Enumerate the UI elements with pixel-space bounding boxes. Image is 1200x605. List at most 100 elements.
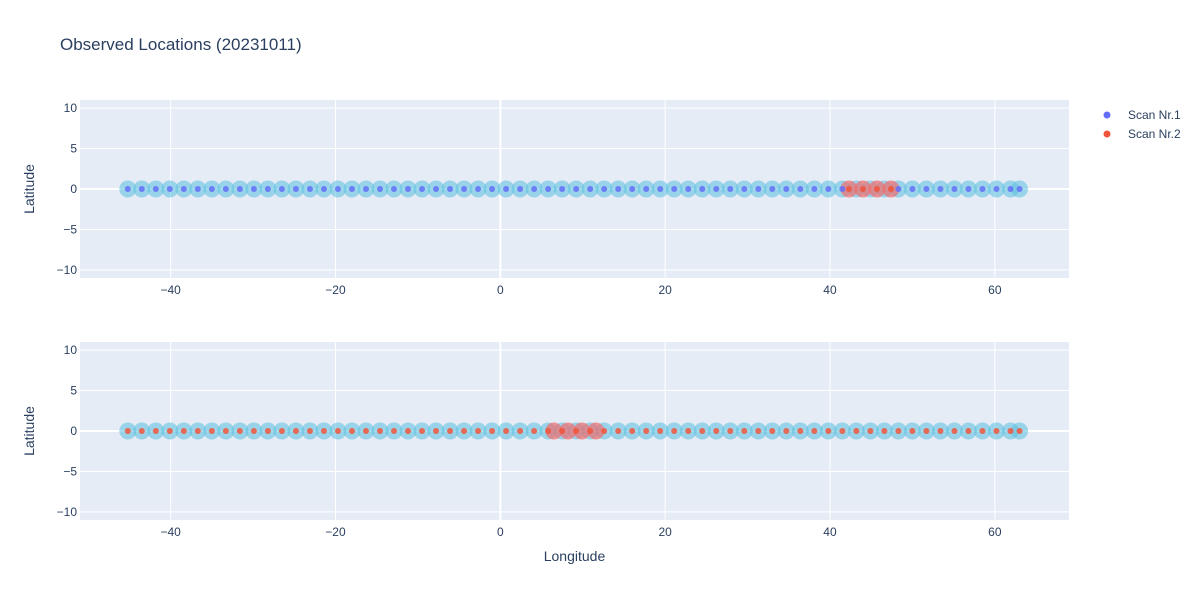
data-point-scan-nr-2	[895, 428, 902, 434]
legend-marker-icon	[1103, 130, 1111, 138]
data-point-scan-nr-1	[811, 186, 818, 192]
data-point-scan-nr-1	[292, 186, 299, 192]
data-point-scan-nr-2	[699, 428, 706, 434]
data-point-scan-nr-2	[937, 428, 944, 434]
legend-label: Scan Nr.1	[1128, 108, 1181, 122]
data-point-scan-nr-2	[419, 428, 426, 434]
legend-item[interactable]: Scan Nr.1	[1103, 108, 1182, 122]
data-point-scan-nr-2	[208, 428, 215, 434]
data-point-scan-nr-2	[629, 428, 636, 434]
x-tick-label: 60	[988, 283, 1002, 297]
data-point-scan-nr-1	[545, 186, 552, 192]
data-point-scan-nr-1	[503, 186, 510, 192]
data-point-scan-nr-1	[573, 186, 580, 192]
data-point-scan-nr-2	[853, 428, 860, 434]
data-point-scan-nr-1	[419, 186, 426, 192]
data-point-scan-nr-1	[587, 186, 594, 192]
data-point-scan-nr-2	[334, 428, 341, 434]
data-point-scan-nr-2	[152, 428, 159, 434]
data-point-scan-nr-2	[250, 428, 257, 434]
x-tick-label: 40	[823, 525, 837, 539]
y-tick-label: 0	[70, 182, 77, 196]
x-tick-label: 0	[497, 283, 504, 297]
data-point-scan-nr-2	[601, 428, 608, 434]
data-point-scan-nr-2	[909, 428, 916, 434]
data-point-scan-nr-2	[124, 428, 131, 434]
data-point-scan-nr-1	[937, 186, 944, 192]
data-point-scan-nr-2	[222, 428, 229, 434]
data-point-scan-nr-2	[923, 428, 930, 434]
data-point-scan-nr-1	[643, 186, 650, 192]
data-point-scan-nr-2	[180, 428, 187, 434]
data-point-scan-nr-1	[405, 186, 412, 192]
data-point-scan-nr-2	[951, 428, 958, 434]
data-point-scan-nr-2	[783, 428, 790, 434]
x-axis-label: Longitude	[544, 548, 606, 564]
data-point-scan-nr-2	[405, 428, 412, 434]
data-point-scan-nr-2	[839, 428, 846, 434]
data-point-scan-nr-1	[825, 186, 832, 192]
data-point-scan-nr-1	[909, 186, 916, 192]
data-point-scan-nr-2	[881, 428, 888, 434]
data-point-scan-nr-2	[615, 428, 622, 434]
data-point-scan-nr-1	[391, 186, 398, 192]
data-point-scan-nr-1	[208, 186, 215, 192]
data-point-scan-nr-2	[887, 186, 894, 192]
data-point-scan-nr-1	[559, 186, 566, 192]
data-point-scan-nr-1	[951, 186, 958, 192]
data-point-scan-nr-2	[391, 428, 398, 434]
data-point-scan-nr-2	[138, 428, 145, 434]
y-tick-label: −5	[63, 222, 77, 236]
data-point-scan-nr-2	[769, 428, 776, 434]
data-point-scan-nr-2	[979, 428, 986, 434]
subplots: −40 −20 0 20 40 60 −10 −5 0 5 10 Latitude −40 −20 0 20 4…	[21, 100, 1069, 564]
data-point-scan-nr-1	[629, 186, 636, 192]
data-point-scan-nr-1	[222, 186, 229, 192]
data-point-scan-nr-2	[320, 428, 327, 434]
data-point-scan-nr-2	[292, 428, 299, 434]
data-point-scan-nr-1	[713, 186, 720, 192]
data-point-scan-nr-1	[769, 186, 776, 192]
data-point-scan-nr-2	[573, 428, 580, 434]
data-point-scan-nr-2	[545, 428, 552, 434]
data-point-scan-nr-1	[152, 186, 159, 192]
data-point-scan-nr-2	[993, 428, 1000, 434]
x-tick-label: 20	[658, 525, 672, 539]
data-point-scan-nr-2	[741, 428, 748, 434]
x-tick-label: 60	[988, 525, 1002, 539]
data-point-scan-nr-1	[334, 186, 341, 192]
y-tick-label: 10	[64, 101, 78, 115]
data-point-scan-nr-1	[124, 186, 131, 192]
data-point-scan-nr-2	[1007, 428, 1014, 434]
data-point-scan-nr-2	[475, 428, 482, 434]
data-point-scan-nr-2	[1016, 428, 1023, 434]
data-point-scan-nr-2	[517, 428, 524, 434]
highlight-halo-marker	[545, 422, 563, 440]
x-tick-label: 0	[497, 525, 504, 539]
x-tick-label: 20	[658, 283, 672, 297]
data-point-scan-nr-2	[166, 428, 173, 434]
data-point-scan-nr-2	[531, 428, 538, 434]
x-tick-label: −40	[160, 283, 181, 297]
legend[interactable]: Scan Nr.1 Scan Nr.2	[1103, 108, 1182, 141]
subplot-top: −40 −20 0 20 40 60 −10 −5 0 5 10 Latitude	[21, 100, 1069, 297]
data-point-scan-nr-2	[264, 428, 271, 434]
data-point-scan-nr-1	[447, 186, 454, 192]
data-point-scan-nr-2	[671, 428, 678, 434]
data-point-scan-nr-2	[278, 428, 285, 434]
data-point-scan-nr-1	[306, 186, 313, 192]
y-axis-label: Latitude	[21, 164, 37, 214]
data-point-scan-nr-1	[166, 186, 173, 192]
data-point-scan-nr-1	[362, 186, 369, 192]
data-point-scan-nr-2	[811, 428, 818, 434]
highlight-halo-marker	[573, 422, 591, 440]
x-tick-label: 40	[823, 283, 837, 297]
data-point-scan-nr-1	[278, 186, 285, 192]
subplot-bottom: −40 −20 0 20 40 60 −10 −5 0 5 10 Latitude Longitude	[21, 342, 1069, 564]
data-point-scan-nr-1	[671, 186, 678, 192]
data-point-scan-nr-1	[965, 186, 972, 192]
data-point-scan-nr-1	[376, 186, 383, 192]
data-point-scan-nr-2	[859, 186, 866, 192]
data-point-scan-nr-1	[433, 186, 440, 192]
legend-item[interactable]: Scan Nr.2	[1103, 127, 1182, 141]
